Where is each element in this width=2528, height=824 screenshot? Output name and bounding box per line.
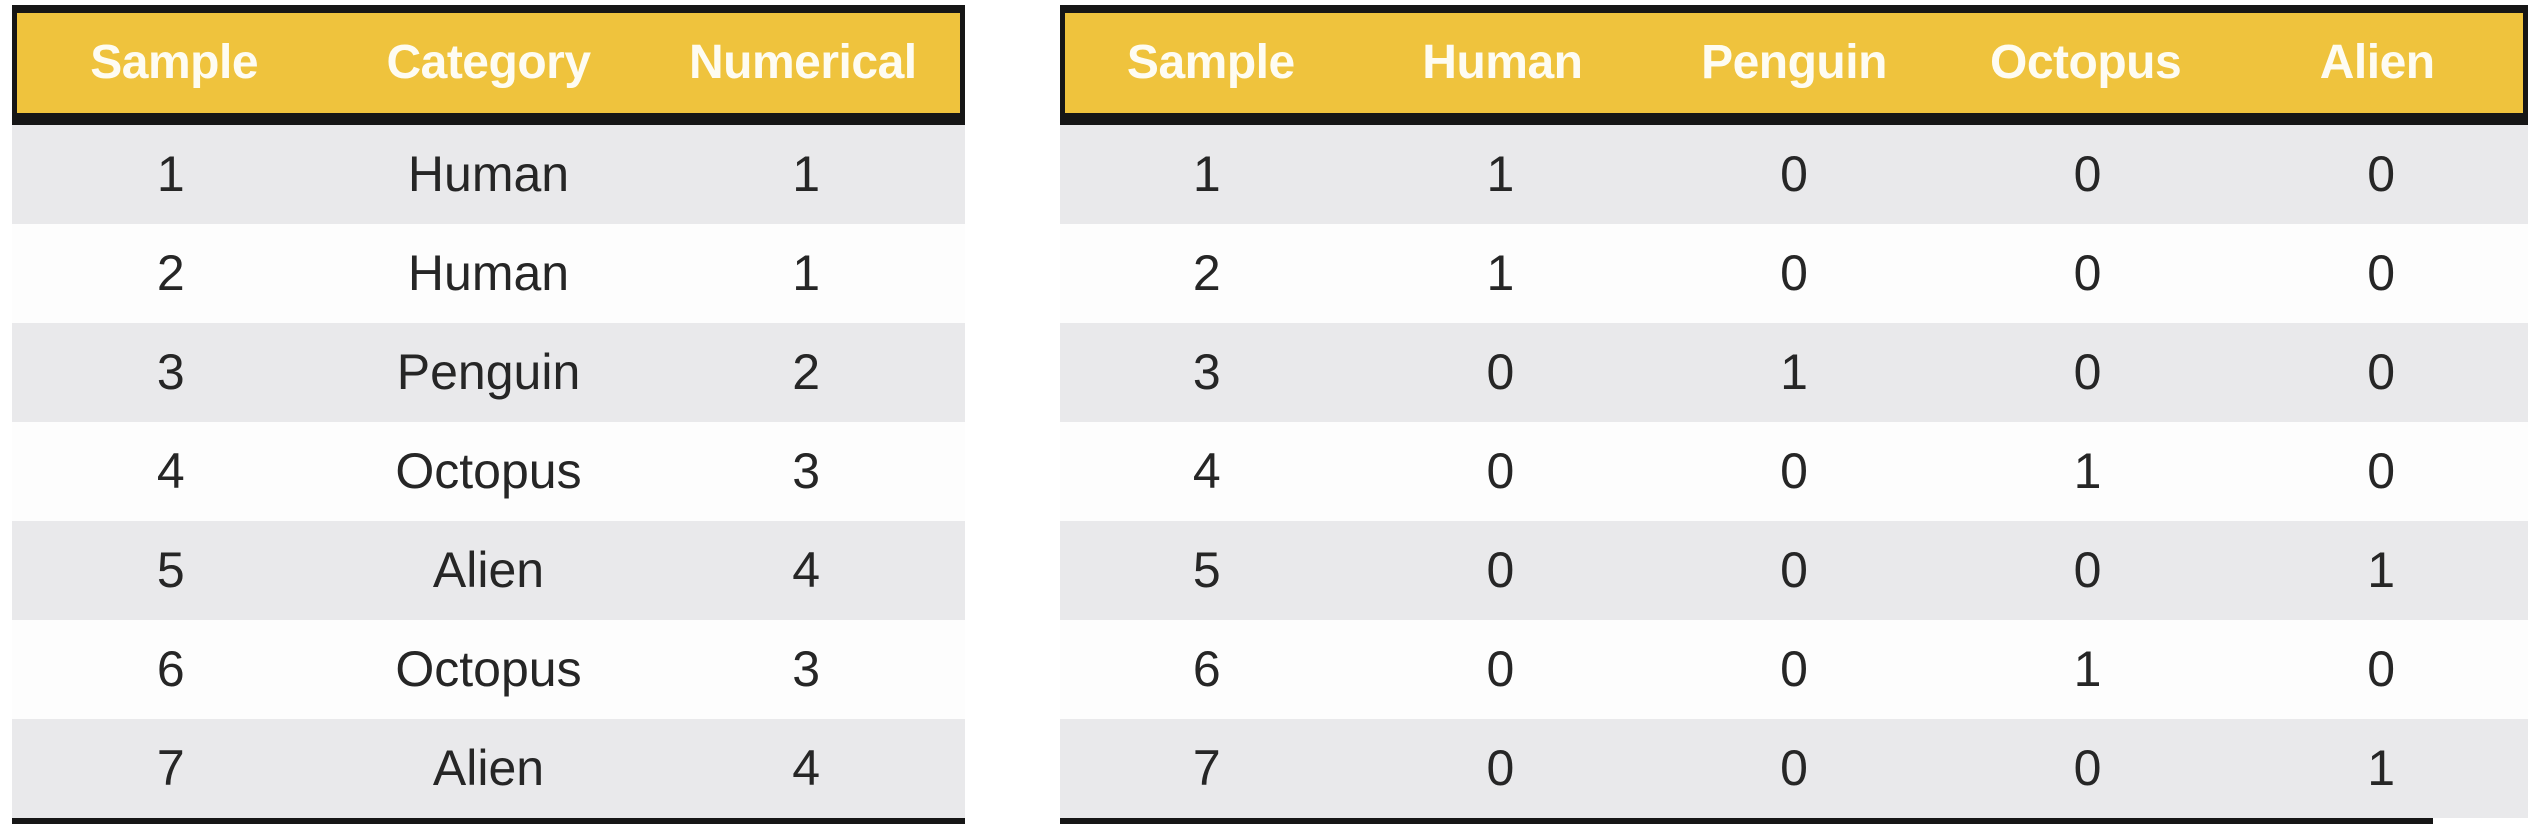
- table-row: 1 Human 1: [12, 125, 965, 224]
- table-cell: 0: [2073, 542, 2102, 598]
- table-cell: 0: [2367, 344, 2396, 400]
- table-cell: 2: [156, 245, 185, 301]
- table-cell: 1: [792, 146, 821, 202]
- table-cell: 1: [792, 245, 821, 301]
- table-cell: Human: [407, 245, 570, 301]
- table-cell: 0: [1486, 542, 1515, 598]
- table-bottom-border: [12, 818, 965, 824]
- table-header-row: Sample Human Penguin Octopus Alien: [1060, 5, 2528, 125]
- table-cell: 0: [1486, 443, 1515, 499]
- table-cell: 4: [1192, 443, 1221, 499]
- table-row: 4 0 0 1 0: [1060, 422, 2528, 521]
- table-cell: Penguin: [396, 344, 581, 400]
- table-header-row: Sample Category Numerical: [12, 5, 965, 125]
- table-cell: Octopus: [395, 443, 582, 499]
- table-cell: 0: [2367, 245, 2396, 301]
- table-cell: 0: [1780, 641, 1808, 697]
- table-cell: 5: [156, 542, 185, 598]
- table-row: 2 Human 1: [12, 224, 965, 323]
- table-cell: Human: [407, 146, 570, 202]
- table-cell: 0: [2073, 740, 2102, 796]
- table-cell: 3: [1192, 344, 1221, 400]
- table-row: 6 Octopus 3: [12, 620, 965, 719]
- table-cell: 1: [2367, 542, 2396, 598]
- table-cell: 0: [1486, 740, 1515, 796]
- table-cell: 0: [1780, 542, 1808, 598]
- table-row: 1 1 0 0 0: [1060, 125, 2528, 224]
- table-row: 2 1 0 0 0: [1060, 224, 2528, 323]
- table-cell: 1: [2367, 740, 2396, 796]
- table-cell: 1: [1192, 146, 1221, 202]
- table-row: 6 0 0 1 0: [1060, 620, 2528, 719]
- table-row: 5 Alien 4: [12, 521, 965, 620]
- table-row: 5 0 0 0 1: [1060, 521, 2528, 620]
- table-cell: 0: [2367, 443, 2396, 499]
- table-row: 3 Penguin 2: [12, 323, 965, 422]
- table-cell: Octopus: [395, 641, 582, 697]
- table-cell: 1: [1486, 146, 1515, 202]
- table-cell: 0: [1780, 245, 1808, 301]
- table-cell: 0: [1486, 641, 1515, 697]
- table-cell: Alien: [432, 542, 545, 598]
- table-cell: 4: [792, 542, 821, 598]
- table-cell: 1: [1780, 344, 1808, 400]
- table-cell: 0: [2367, 641, 2396, 697]
- table-cell: 0: [2073, 146, 2102, 202]
- table-cell: 0: [2367, 146, 2396, 202]
- table-cell: 0: [1780, 443, 1808, 499]
- column-header: Alien: [2319, 36, 2435, 89]
- table-cell: 3: [792, 443, 821, 499]
- column-header: Numerical: [689, 36, 917, 89]
- table-cell: 7: [156, 740, 185, 796]
- table-row: 7 0 0 0 1: [1060, 719, 2528, 818]
- column-header: Penguin: [1701, 36, 1887, 89]
- table-bottom-border: [1060, 818, 2433, 824]
- table-cell: 0: [1780, 740, 1808, 796]
- table-cell: 7: [1192, 740, 1221, 796]
- column-header: Octopus: [1989, 36, 2182, 89]
- table-cell: Alien: [432, 740, 545, 796]
- table-cell: 2: [1192, 245, 1221, 301]
- table-cell: 0: [1780, 146, 1808, 202]
- table-cell: 0: [2073, 245, 2102, 301]
- column-header: Category: [386, 36, 591, 89]
- table-cell: 3: [156, 344, 185, 400]
- table-cell: 1: [2073, 443, 2102, 499]
- table-cell: 1: [2073, 641, 2102, 697]
- table-row: 7 Alien 4: [12, 719, 965, 818]
- table-cell: 4: [792, 740, 821, 796]
- table-cell: 0: [2073, 344, 2102, 400]
- table-row: 3 0 1 0 0: [1060, 323, 2528, 422]
- table-cell: 5: [1192, 542, 1221, 598]
- table-cell: 0: [1486, 344, 1515, 400]
- table-cell: 1: [156, 146, 185, 202]
- table-cell: 4: [156, 443, 185, 499]
- table-row: 4 Octopus 3: [12, 422, 965, 521]
- column-header: Human: [1422, 36, 1583, 89]
- column-header: Sample: [90, 36, 259, 89]
- table-cell: 2: [792, 344, 821, 400]
- table-cell: 6: [1192, 641, 1221, 697]
- table-cell: 1: [1486, 245, 1515, 301]
- column-header: Sample: [1126, 36, 1295, 89]
- table-cell: 6: [156, 641, 185, 697]
- one-hot-encoding-table: Sample Human Penguin Octopus Alien 1 1 0 0 0 2 1 0 0 0…: [1060, 5, 2528, 824]
- table-cell: 3: [792, 641, 821, 697]
- category-encoding-table: Sample Category Numerical 1 Human 1 2 Human 1 3 Pe…: [12, 5, 965, 824]
